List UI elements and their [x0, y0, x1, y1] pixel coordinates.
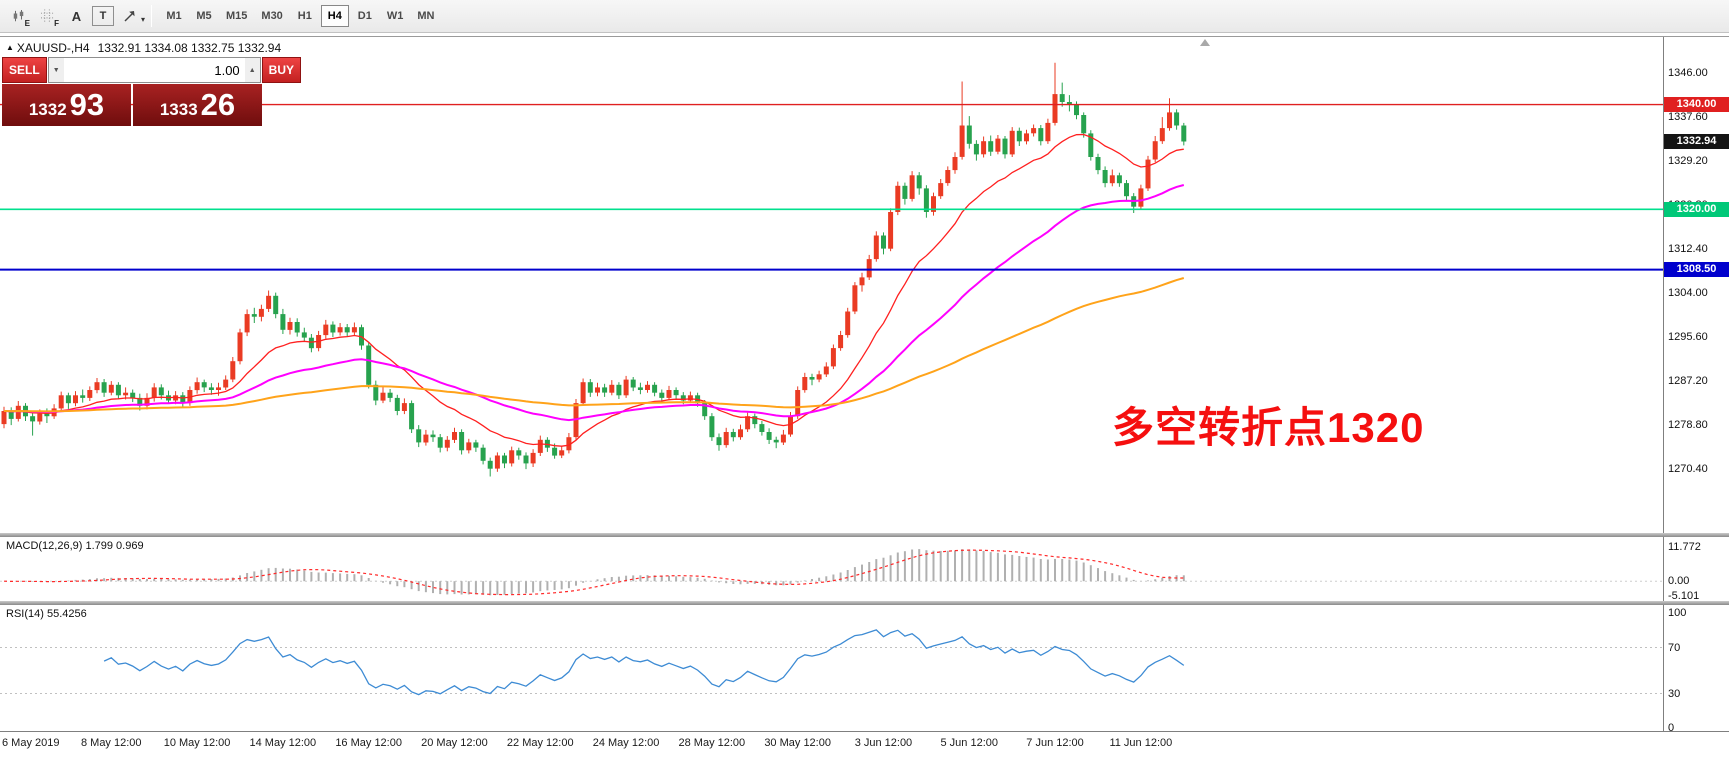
price-axis[interactable]: 1346.001337.601329.201320.801312.401304.… — [1663, 37, 1729, 734]
price-badge: 1340.00 — [1664, 97, 1729, 113]
price-tick-label: 1278.80 — [1668, 419, 1708, 432]
sell-price-main: 1332 — [28, 100, 67, 119]
text-tool-icon[interactable]: A — [63, 4, 90, 28]
time-axis[interactable]: 6 May 2019 8 May 12:00 10 May 12:00 14 May … — [0, 731, 1729, 761]
grid-glyph — [41, 9, 54, 23]
macd-histogram — [10, 549, 1185, 596]
time-axis-label: 10 May 12:00 — [163, 737, 231, 749]
lot-decrease-button[interactable]: ▼ — [48, 58, 64, 82]
time-axis-label: 24 May 12:00 — [592, 737, 660, 749]
buy-price-pips: 26 — [200, 87, 236, 122]
candles-glyph — [13, 9, 24, 21]
timeframe-button-mn[interactable]: MN — [411, 5, 440, 27]
tool-sub-label: E — [24, 19, 30, 28]
chart-shift-marker-icon[interactable] — [1200, 39, 1210, 46]
ma-line-45 — [3, 184, 1185, 422]
rsi-panel[interactable] — [0, 605, 1663, 731]
chart-ohlc-label: ▲ XAUUSD-,H4 1332.91 1334.08 1332.75 1332.… — [6, 41, 281, 55]
price-badge: 1332.94 — [1664, 134, 1729, 150]
rsi-axis-label: 30 — [1668, 687, 1681, 700]
panel-separator[interactable] — [0, 601, 1729, 605]
timeframe-button-d1[interactable]: D1 — [351, 5, 379, 27]
time-axis-label: 20 May 12:00 — [421, 737, 488, 749]
lot-increase-button[interactable]: ▲ — [244, 58, 260, 82]
grid-icon[interactable]: F — [34, 4, 61, 28]
panel-separator[interactable] — [0, 533, 1729, 537]
symbol-label: XAUUSD-,H4 — [16, 41, 90, 55]
timeframe-button-m30[interactable]: M30 — [255, 5, 288, 27]
chart-annotation: 多空转折点1320 — [1112, 404, 1425, 451]
lot-size-control: ▼ ▲ — [47, 57, 261, 83]
timeframe-button-h4[interactable]: H4 — [320, 5, 349, 27]
timeframe-button-m5[interactable]: M5 — [190, 5, 218, 27]
text-label-tool-icon[interactable]: T — [92, 6, 114, 26]
rsi-axis-label: 100 — [1668, 607, 1687, 619]
one-click-trading-panel: SELL ▼ ▲ BUY 1332 93 1333 26 — [2, 57, 302, 126]
sell-price-pips: 93 — [69, 87, 105, 122]
timeframe-button-h1[interactable]: H1 — [291, 5, 319, 27]
time-axis-label: 30 May 12:00 — [764, 737, 831, 749]
buy-price-display[interactable]: 1333 26 — [133, 84, 262, 126]
timeframe-button-m1[interactable]: M1 — [160, 5, 188, 27]
lot-size-input[interactable] — [63, 58, 245, 82]
cursor-tool-icon[interactable]: ▾ — [116, 4, 145, 28]
buy-button[interactable]: BUY — [261, 57, 302, 83]
ma-line-130 — [3, 277, 1185, 413]
rsi-axis-label: 0 — [1668, 722, 1675, 734]
time-axis-label: 28 May 12:00 — [678, 737, 746, 749]
price-tick-label: 1270.40 — [1668, 463, 1708, 476]
price-badge: 1308.50 — [1664, 262, 1729, 278]
time-axis-label: 11 Jun 12:00 — [1109, 737, 1173, 749]
price-tick-label: 1329.20 — [1668, 155, 1708, 168]
chart-objects-icon[interactable]: E — [5, 4, 32, 28]
timeframe-button-m15[interactable]: M15 — [220, 5, 253, 27]
time-axis-label: 16 May 12:00 — [335, 737, 402, 749]
price-tick-label: 1346.00 — [1668, 67, 1708, 80]
arrow-glyph — [124, 10, 135, 22]
macd-axis-label: 11.772 — [1668, 540, 1701, 553]
timeframe-group: M1 M5 M15 M30 H1 H4 D1 W1 MN — [159, 5, 441, 27]
time-axis-label: 5 Jun 12:00 — [940, 737, 999, 749]
time-axis-label: 14 May 12:00 — [249, 737, 317, 749]
price-tick-label: 1304.00 — [1668, 287, 1708, 300]
price-badge: 1320.00 — [1664, 201, 1729, 217]
rsi-line — [103, 629, 1185, 696]
timeframe-button-w1[interactable]: W1 — [381, 5, 410, 27]
tool-sub-label: F — [54, 19, 59, 28]
chevron-down-icon: ▾ — [140, 15, 145, 24]
buy-price-main: 1333 — [159, 100, 198, 119]
ma-line-16 — [3, 133, 1184, 447]
time-axis-label: 3 Jun 12:00 — [854, 737, 913, 749]
macd-label: MACD(12,26,9) 1.799 0.969 — [6, 540, 144, 552]
price-tick-label: 1337.60 — [1668, 111, 1708, 124]
time-axis-label: 7 Jun 12:00 — [1026, 737, 1084, 749]
symbol-marker-icon: ▲ — [6, 43, 14, 52]
toolbar-separator — [151, 5, 152, 27]
sell-button[interactable]: SELL — [2, 57, 47, 83]
rsi-label: RSI(14) 55.4256 — [6, 608, 87, 620]
ohlc-values: 1332.91 1334.08 1332.75 1332.94 — [97, 41, 282, 55]
main-chart[interactable] — [0, 37, 1663, 533]
toolbar: E F A T ▾ M1 M5 M15 M30 H1 H4 D1 W1 MN — [0, 0, 1729, 33]
price-tick-label: 1287.20 — [1668, 375, 1708, 388]
macd-panel[interactable] — [0, 537, 1663, 601]
chart-border — [0, 36, 1729, 37]
time-axis-label: 6 May 2019 — [2, 737, 60, 749]
macd-axis-label: 0.00 — [1668, 575, 1690, 588]
sell-price-display[interactable]: 1332 93 — [2, 84, 131, 126]
time-axis-label: 22 May 12:00 — [506, 737, 574, 749]
macd-axis-label: -5.101 — [1668, 589, 1700, 602]
price-tick-label: 1312.40 — [1668, 243, 1708, 256]
macd-signal-line — [3, 549, 1184, 596]
rsi-axis-label: 70 — [1668, 641, 1681, 654]
price-tick-label: 1295.60 — [1668, 331, 1708, 344]
time-axis-label: 8 May 12:00 — [80, 737, 142, 749]
